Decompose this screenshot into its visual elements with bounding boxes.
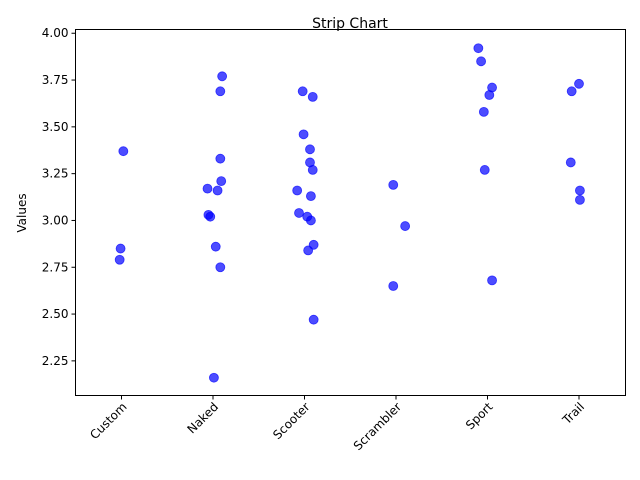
data-point — [478, 106, 489, 117]
data-point — [298, 129, 309, 140]
points-layer — [114, 43, 585, 383]
x-tick-label: Custom — [87, 400, 129, 442]
y-tick-label: 3.75 — [42, 73, 69, 87]
data-point — [212, 185, 223, 196]
data-point — [209, 372, 219, 383]
data-point — [400, 221, 411, 231]
data-point — [575, 194, 585, 205]
data-point — [114, 254, 125, 265]
data-point — [215, 86, 226, 97]
data-point — [307, 91, 318, 102]
data-point — [306, 215, 316, 226]
data-point — [217, 71, 228, 82]
data-point — [305, 144, 315, 155]
data-point — [297, 86, 308, 97]
y-tick-label: 2.25 — [42, 354, 69, 368]
data-point — [215, 262, 226, 273]
data-point — [210, 241, 221, 252]
data-point — [388, 179, 399, 190]
y-axis: 2.25 2.50 2.75 3.00 3.25 3.50 3.75 4.00 — [42, 26, 76, 368]
data-point — [574, 78, 584, 89]
x-tick-label: Naked — [184, 400, 221, 437]
data-point — [307, 165, 318, 175]
data-point — [292, 185, 303, 196]
data-point — [575, 185, 585, 196]
data-point — [308, 314, 319, 325]
data-point — [487, 275, 497, 286]
data-point — [479, 165, 490, 175]
data-point — [216, 176, 227, 187]
data-point — [565, 157, 576, 168]
data-point — [388, 281, 399, 291]
data-point — [306, 191, 316, 202]
x-tick-label: Sport — [463, 400, 496, 433]
y-axis-label: Values — [15, 193, 29, 232]
data-point — [476, 56, 486, 67]
y-tick-label: 4.00 — [42, 26, 69, 40]
y-tick-label: 2.50 — [42, 307, 69, 321]
data-point — [473, 43, 484, 54]
y-tick-label: 3.25 — [42, 167, 69, 181]
y-tick-label: 2.75 — [42, 260, 69, 274]
data-point — [202, 183, 213, 194]
plot-area-frame — [75, 29, 626, 396]
data-point — [118, 146, 129, 157]
data-point — [215, 153, 226, 164]
chart-title: Strip Chart — [312, 16, 388, 32]
y-tick-label: 3.50 — [42, 120, 69, 134]
data-point — [115, 243, 126, 254]
data-point — [303, 245, 314, 256]
data-point — [566, 86, 577, 97]
x-tick-label: Scrambler — [351, 400, 404, 453]
data-point — [294, 208, 304, 218]
data-point — [205, 211, 216, 222]
y-tick-label: 3.00 — [42, 213, 69, 227]
x-tick-label: Scooter — [270, 400, 312, 442]
x-axis: Custom Naked Scooter Scrambler Sport Trail — [87, 395, 587, 453]
data-point — [484, 90, 495, 100]
x-tick-label: Trail — [559, 400, 587, 428]
